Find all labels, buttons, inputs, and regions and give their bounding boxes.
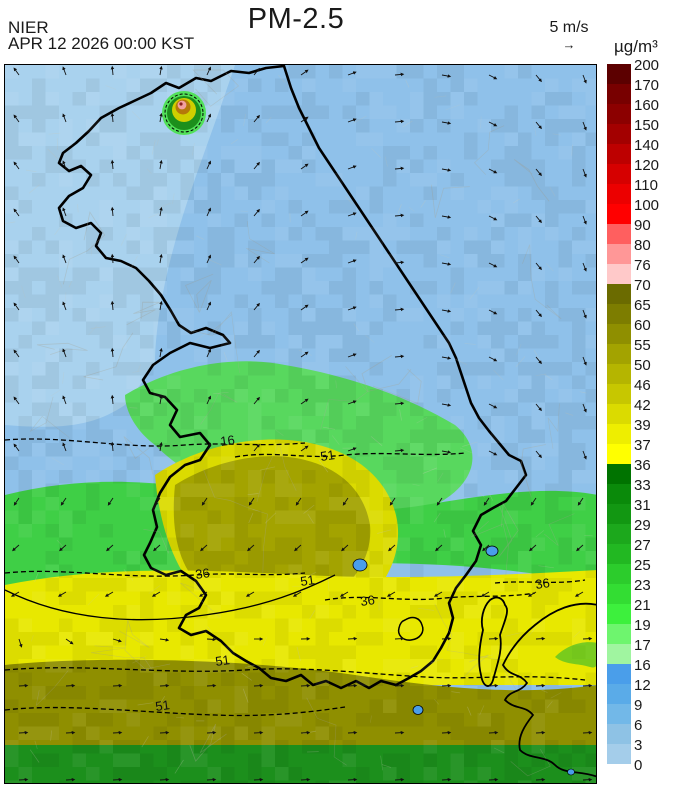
svg-text:51: 51 (214, 652, 230, 669)
svg-text:36: 36 (359, 592, 375, 609)
svg-text:16: 16 (219, 432, 235, 449)
svg-text:51: 51 (319, 447, 335, 464)
svg-text:36: 36 (534, 575, 550, 592)
svg-text:51: 51 (154, 697, 170, 714)
svg-text:51: 51 (299, 572, 315, 589)
svg-text:36: 36 (194, 565, 210, 582)
